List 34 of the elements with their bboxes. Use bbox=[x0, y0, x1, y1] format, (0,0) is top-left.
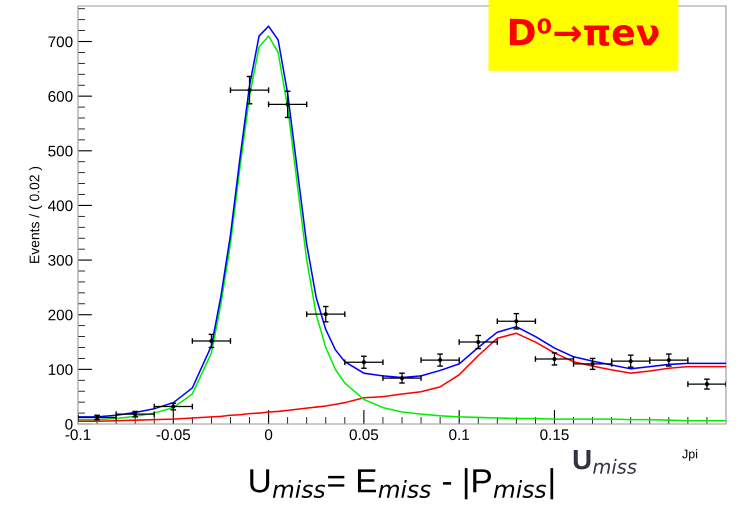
y-tick-label: 400 bbox=[48, 200, 73, 212]
x-tick-label: 0 bbox=[264, 429, 272, 440]
point bbox=[476, 340, 480, 344]
y-tick-label: 200 bbox=[48, 310, 73, 320]
x-tick-label: 0.05 bbox=[350, 429, 378, 440]
x-tick-label: 0.15 bbox=[540, 429, 569, 440]
point bbox=[324, 312, 328, 316]
y-axis-title: Events / ( 0.02 ) bbox=[29, 166, 42, 263]
point bbox=[628, 359, 633, 364]
text: U$_{miss}$ bbox=[574, 450, 637, 474]
point bbox=[286, 102, 290, 106]
point bbox=[552, 356, 557, 362]
point bbox=[704, 382, 710, 386]
point bbox=[438, 358, 442, 362]
point bbox=[362, 360, 366, 364]
line-series bbox=[78, 332, 726, 422]
point bbox=[247, 88, 252, 92]
y-tick-label: 100 bbox=[48, 364, 73, 376]
x-tick-label: -0.1 bbox=[66, 429, 90, 440]
x-axis-title: U$_{miss}$= E$_{miss}$ - |P$_{miss}$| bbox=[250, 468, 554, 500]
point bbox=[514, 319, 518, 324]
x-tick-label: -0.05 bbox=[156, 429, 190, 440]
y-tick-label: 700 bbox=[48, 36, 73, 48]
point bbox=[590, 362, 595, 366]
x-tick-label: 0.1 bbox=[449, 429, 470, 440]
point bbox=[666, 358, 671, 362]
y-tick-label: 300 bbox=[48, 254, 73, 266]
point bbox=[209, 338, 214, 344]
text: Jpi bbox=[682, 449, 698, 461]
y-tick-label: 500 bbox=[48, 146, 73, 156]
annotation: D⁰→πeν bbox=[510, 18, 659, 46]
y-tick-label: 600 bbox=[48, 91, 73, 102]
y-tick-label: 0 bbox=[65, 418, 73, 430]
point bbox=[400, 376, 404, 380]
